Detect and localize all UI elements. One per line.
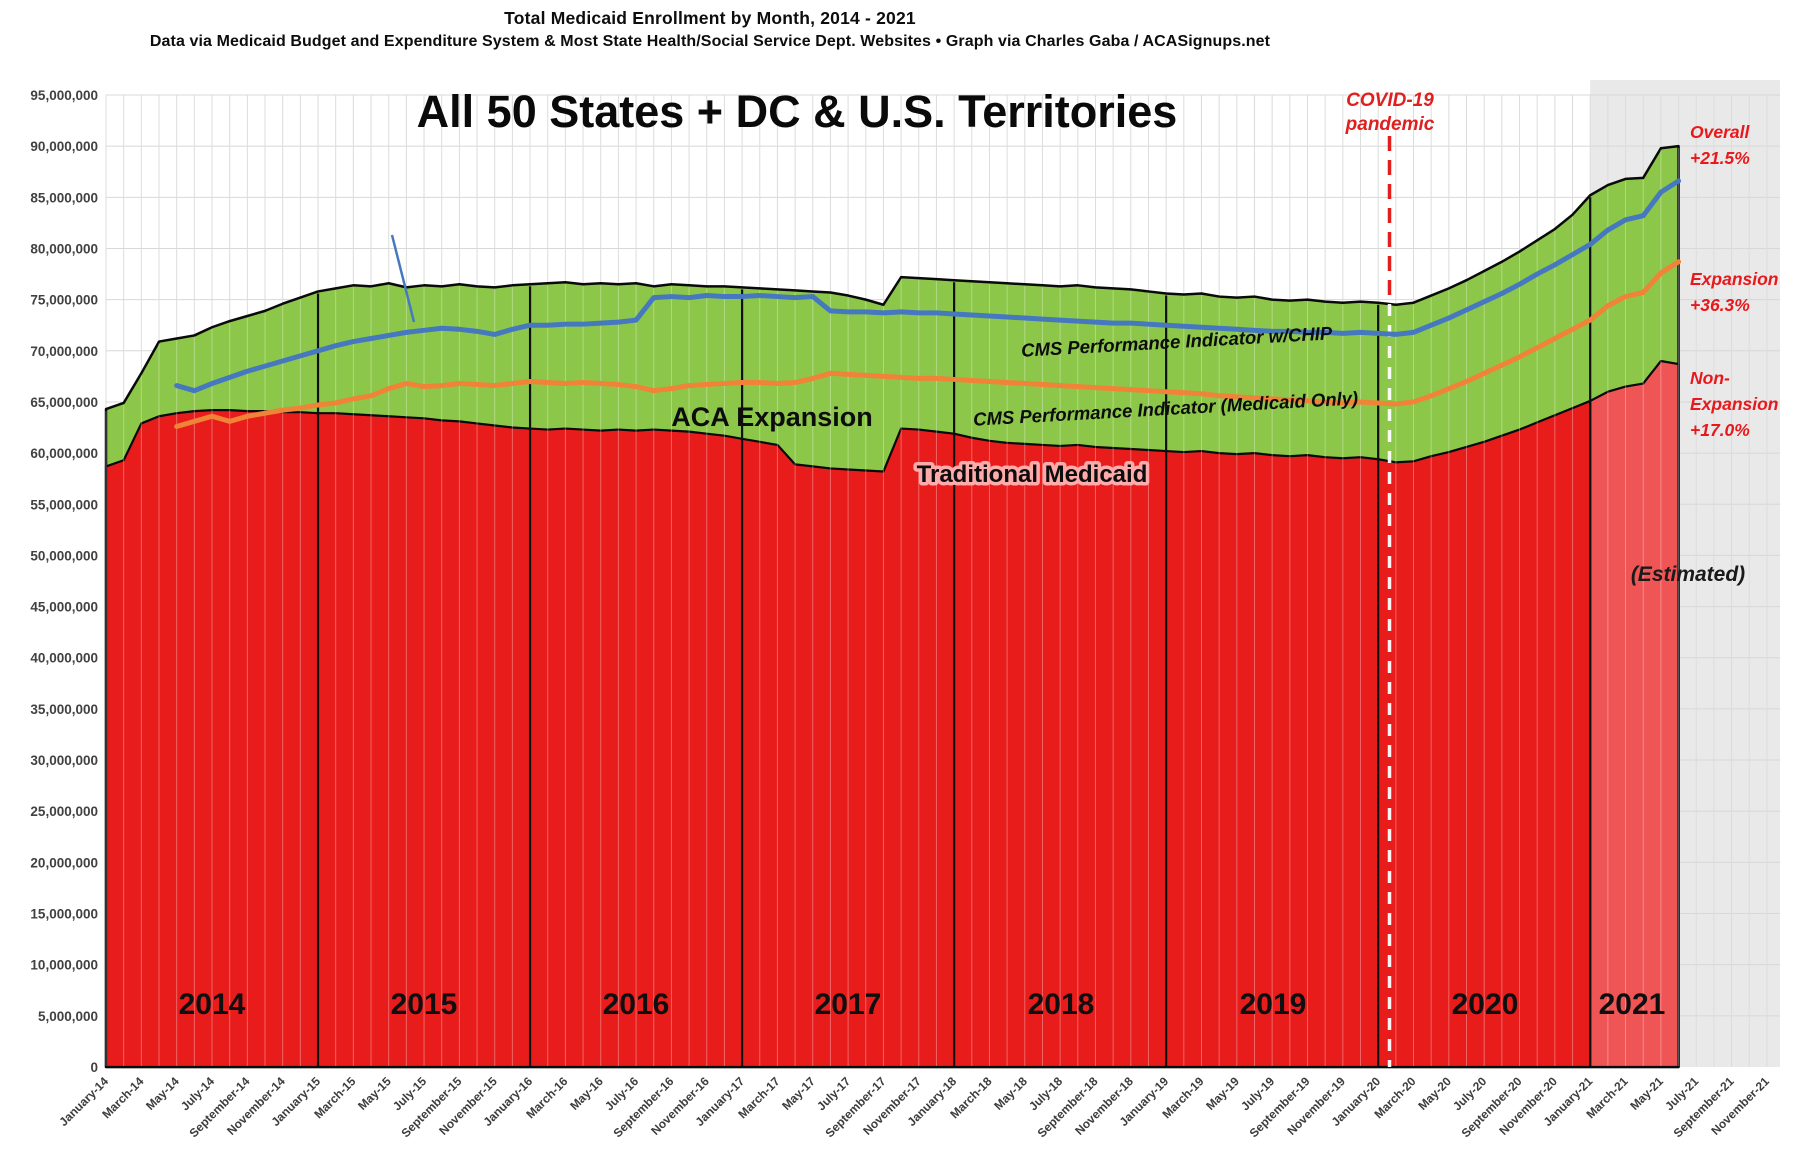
covid-label: pandemic xyxy=(1345,114,1435,135)
cms-medicaid-only-line xyxy=(174,259,1682,430)
year-label: 2017 xyxy=(815,988,882,1021)
non-expansion-change-label: +17.0% xyxy=(1690,420,1750,440)
covid-label: COVID-19 xyxy=(1346,90,1434,111)
y-tick-label: 15,000,000 xyxy=(30,907,98,922)
x-tick-label: May-15 xyxy=(355,1074,394,1113)
expansion-change-label: Expansion xyxy=(1690,269,1779,289)
traditional-medicaid-label: Traditional Medicaid xyxy=(917,461,1148,488)
y-tick-label: 25,000,000 xyxy=(30,804,98,819)
aca-expansion-label: ACA Expansion xyxy=(671,402,873,432)
expansion-change-label: +36.3% xyxy=(1690,295,1750,315)
non-expansion-change-label: Non- xyxy=(1690,368,1730,388)
x-tick-label: May-21 xyxy=(1627,1074,1666,1113)
y-tick-label: 55,000,000 xyxy=(30,497,98,512)
year-label: 2020 xyxy=(1452,988,1519,1021)
x-tick-label: May-16 xyxy=(567,1074,606,1113)
year-label: 2015 xyxy=(391,988,458,1021)
y-tick-label: 80,000,000 xyxy=(30,241,98,256)
y-tick-label: 65,000,000 xyxy=(30,395,98,410)
y-tick-label: 20,000,000 xyxy=(30,855,98,870)
x-tick-label: January-14 xyxy=(56,1074,111,1129)
y-tick-label: 10,000,000 xyxy=(30,958,98,973)
y-tick-label: 75,000,000 xyxy=(30,293,98,308)
y-tick-label: 70,000,000 xyxy=(30,344,98,359)
y-tick-label: 60,000,000 xyxy=(30,446,98,461)
y-tick-label: 0 xyxy=(90,1060,98,1075)
y-tick-label: 95,000,000 xyxy=(30,88,98,103)
y-tick-label: 5,000,000 xyxy=(38,1009,98,1024)
callout-leader-line xyxy=(390,234,416,323)
x-tick-label: May-18 xyxy=(991,1074,1030,1113)
x-tick-label: May-17 xyxy=(779,1074,818,1113)
y-tick-label: 85,000,000 xyxy=(30,190,98,205)
year-label: 2021 xyxy=(1599,988,1666,1021)
year-label: 2018 xyxy=(1028,988,1095,1021)
y-tick-label: 40,000,000 xyxy=(30,651,98,666)
x-tick-label: May-19 xyxy=(1203,1074,1242,1113)
estimated-label: (Estimated) xyxy=(1631,563,1745,586)
year-label: 2014 xyxy=(179,988,246,1021)
y-tick-label: 30,000,000 xyxy=(30,753,98,768)
chart-title: All 50 States + DC & U.S. Territories xyxy=(417,86,1178,137)
overall-change-label: Overall xyxy=(1690,122,1750,142)
overall-change-label: +21.5% xyxy=(1690,148,1750,168)
y-tick-label: 45,000,000 xyxy=(30,600,98,615)
x-tick-label: May-20 xyxy=(1415,1074,1454,1113)
y-tick-label: 50,000,000 xyxy=(30,548,98,563)
y-tick-label: 90,000,000 xyxy=(30,139,98,154)
page-title: Total Medicaid Enrollment by Month, 2014… xyxy=(504,8,916,28)
non-expansion-change-label: Expansion xyxy=(1690,394,1779,414)
year-label: 2019 xyxy=(1240,988,1307,1021)
cms-chip-line xyxy=(174,178,1682,394)
traditional-medicaid-area xyxy=(104,399,1592,1069)
page-subtitle: Data via Medicaid Budget and Expenditure… xyxy=(149,33,1271,50)
year-label: 2016 xyxy=(603,988,670,1021)
y-tick-label: 35,000,000 xyxy=(30,702,98,717)
traditional-medicaid-estimated-area xyxy=(1589,359,1680,1069)
x-tick-label: May-14 xyxy=(143,1074,182,1113)
